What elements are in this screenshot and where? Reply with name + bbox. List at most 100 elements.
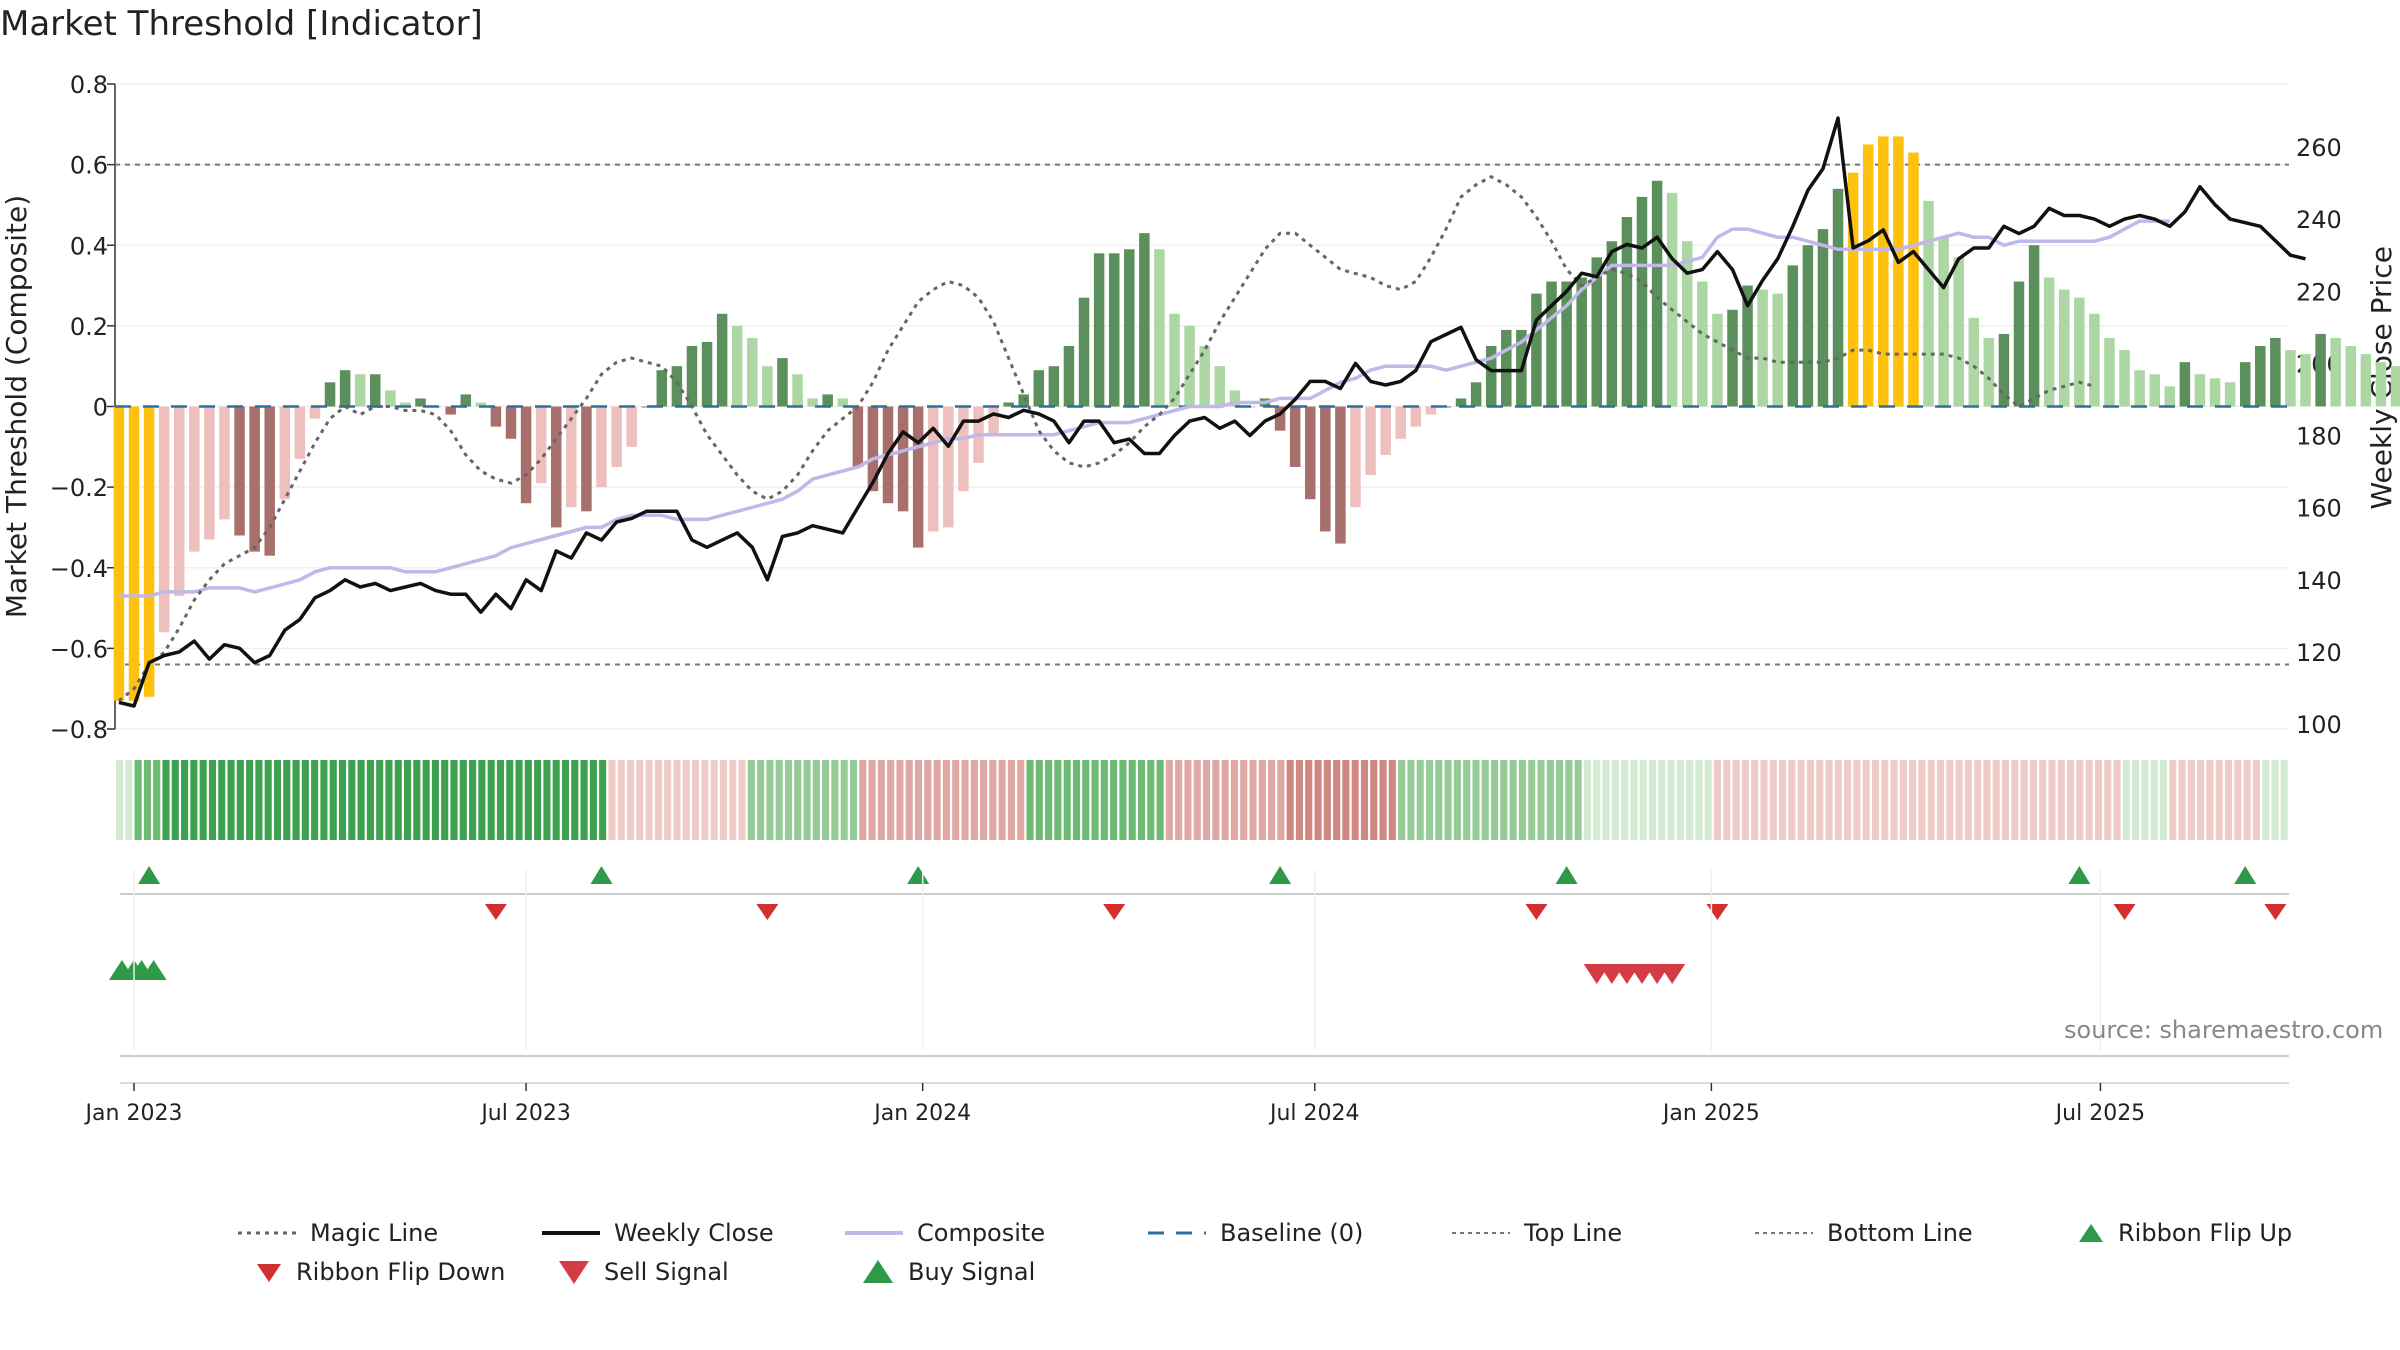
composite-bar bbox=[2058, 289, 2070, 407]
composite-bar bbox=[1274, 406, 1286, 431]
composite-bar bbox=[897, 406, 909, 512]
composite-bar bbox=[596, 406, 607, 488]
legend-swatch-sell-signal bbox=[559, 1261, 589, 1284]
composite-bar bbox=[1063, 346, 1075, 407]
ribbon-cell bbox=[496, 760, 505, 840]
composite-bar bbox=[1350, 406, 1361, 508]
ribbon-cell bbox=[1277, 760, 1285, 840]
legend-top-line: Top Line bbox=[1452, 1218, 1622, 1248]
ribbon-cell bbox=[357, 760, 365, 840]
composite-bar bbox=[1154, 249, 1165, 407]
ribbon-cell bbox=[1212, 760, 1220, 840]
ribbon-cell bbox=[218, 760, 226, 840]
legend-swatch-buy-signal bbox=[863, 1260, 893, 1283]
ribbon-cell bbox=[2187, 760, 2195, 840]
ribbon-cell bbox=[2011, 760, 2019, 840]
composite-bar bbox=[370, 374, 381, 407]
ribbon-cell bbox=[1621, 760, 1629, 840]
y-tick-label-right: 120 bbox=[2296, 639, 2342, 667]
composite-bar bbox=[1772, 293, 1783, 407]
ribbon-cell bbox=[1184, 760, 1192, 840]
composite-bar bbox=[400, 402, 411, 407]
legend-swatch-top-line bbox=[1452, 1232, 1510, 1234]
legend-swatch-composite bbox=[845, 1231, 903, 1235]
composite-bar bbox=[1093, 253, 1105, 407]
ribbon-cell bbox=[2243, 760, 2251, 840]
composite-bar bbox=[792, 374, 803, 407]
sell-signal-marker bbox=[1659, 964, 1686, 984]
ribbon-cell bbox=[952, 760, 960, 840]
ribbon-cell bbox=[812, 760, 820, 840]
legend-ribbon-flip-up: Ribbon Flip Up bbox=[2078, 1218, 2292, 1248]
ribbon-cell bbox=[2076, 760, 2084, 840]
legend-label-magic-line: Magic Line bbox=[310, 1219, 439, 1247]
composite-bar bbox=[2074, 297, 2085, 407]
ribbon-cell bbox=[1268, 760, 1276, 840]
composite-bar bbox=[2209, 378, 2221, 407]
ribbon-flip-down-marker bbox=[1103, 904, 1126, 920]
composite-bar bbox=[2285, 350, 2296, 407]
ribbon-cell bbox=[1936, 760, 1945, 840]
ribbon-cell bbox=[1045, 760, 1053, 840]
ribbon-cell bbox=[914, 760, 923, 840]
ribbon-cell bbox=[961, 760, 969, 840]
composite-bar bbox=[2224, 382, 2236, 407]
ribbon-flip-up-marker bbox=[1269, 866, 1292, 884]
ribbon-cell bbox=[534, 760, 542, 840]
composite-bar bbox=[927, 406, 939, 532]
ribbon-cell bbox=[1528, 760, 1536, 840]
ribbon-cell bbox=[1435, 760, 1443, 840]
ribbon-cell bbox=[506, 760, 514, 840]
legend-swatch-bottom-line bbox=[1755, 1232, 1813, 1234]
ribbon-cell bbox=[552, 760, 560, 840]
composite-bar bbox=[1199, 346, 1210, 407]
composite-bar bbox=[1501, 329, 1512, 407]
ribbon-cell bbox=[1927, 760, 1935, 840]
ribbon-cell bbox=[1137, 760, 1146, 840]
ribbon-cell bbox=[320, 760, 328, 840]
composite-bar bbox=[128, 406, 140, 701]
ribbon-cell bbox=[1871, 760, 1880, 840]
legend-label-top-line: Top Line bbox=[1524, 1219, 1623, 1247]
y-tick-label-left: −0.2 bbox=[50, 474, 108, 502]
composite-bar bbox=[837, 398, 849, 407]
ribbon-cell bbox=[1769, 760, 1777, 840]
ribbon-cell bbox=[924, 760, 932, 840]
composite-bar bbox=[671, 366, 683, 407]
composite-bar bbox=[2013, 281, 2025, 407]
ribbon-cell bbox=[738, 760, 746, 840]
ribbon-cell bbox=[766, 760, 774, 840]
ribbon-cell bbox=[2132, 760, 2140, 840]
composite-bar bbox=[1304, 406, 1316, 500]
composite-bar bbox=[1893, 136, 1904, 407]
ribbon-cell bbox=[2020, 760, 2028, 840]
ribbon-cell bbox=[1100, 760, 1108, 840]
composite-bar bbox=[1380, 406, 1391, 455]
composite-bar bbox=[1048, 366, 1060, 407]
composite-bar bbox=[1847, 172, 1859, 407]
ribbon-cell bbox=[1713, 760, 1722, 840]
composite-bar bbox=[1108, 253, 1120, 407]
ribbon-cell bbox=[524, 760, 532, 840]
ribbon-cell bbox=[1537, 760, 1545, 840]
ribbon-cell bbox=[1416, 760, 1424, 840]
composite-bar bbox=[490, 406, 502, 427]
composite-bar bbox=[958, 406, 969, 492]
composite-bar bbox=[1470, 382, 1482, 407]
composite-bar bbox=[1410, 406, 1422, 427]
composite-bar bbox=[2043, 277, 2055, 407]
y-tick-label-right: 260 bbox=[2296, 134, 2342, 162]
ribbon-cell bbox=[1918, 760, 1926, 840]
ribbon-cell bbox=[1314, 760, 1322, 840]
legend-swatch-ribbon-flip-down bbox=[257, 1264, 281, 1282]
ribbon-cell bbox=[301, 760, 309, 840]
ribbon-cell bbox=[692, 760, 700, 840]
composite-bar bbox=[988, 406, 999, 435]
composite-bar bbox=[1953, 257, 1964, 407]
ribbon-cell bbox=[1147, 760, 1155, 840]
composite-bar bbox=[762, 366, 773, 407]
ribbon-cell bbox=[822, 760, 830, 840]
composite-bar bbox=[1681, 241, 1693, 407]
ribbon-cell bbox=[2280, 760, 2288, 840]
ribbon-cell bbox=[1788, 760, 1796, 840]
